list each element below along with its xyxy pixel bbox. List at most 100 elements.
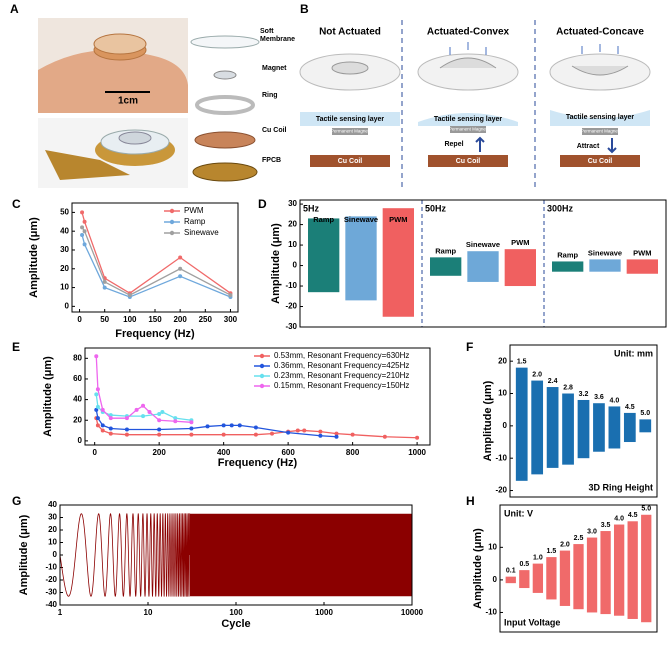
data-point [189, 426, 194, 431]
data-point [108, 426, 113, 431]
sensing-layer [418, 113, 518, 126]
x-tick-label: 0 [77, 315, 82, 324]
bar-label: 3.2 [579, 391, 589, 398]
y-axis-label: Amplitude (μm) [482, 380, 494, 461]
data-point [108, 416, 113, 421]
legend-label: 0.15mm, Resonant Frequency=150Hz [274, 381, 409, 390]
ring [417, 53, 519, 91]
annotation: 3D Ring Height [589, 482, 654, 492]
bar-label: 0.1 [506, 567, 516, 574]
data-point [108, 431, 113, 436]
data-point [350, 432, 355, 437]
legend-marker [259, 373, 265, 379]
waveform-band [467, 251, 499, 282]
magnet-label: Permanent Magnet [331, 129, 370, 134]
x-tick-label: 800 [346, 448, 360, 457]
series-label: PWM [389, 215, 407, 224]
x-axis-label: Frequency (Hz) [115, 328, 195, 340]
y-axis-label: Amplitude (μm) [270, 223, 282, 304]
column-title: Actuated-Convex [427, 27, 510, 38]
range-bar [600, 531, 611, 615]
magnet-block [450, 126, 486, 133]
data-point [141, 403, 146, 408]
coil-block [310, 155, 390, 167]
legend-marker [259, 383, 265, 389]
layer-label: Tactile sensing layer [316, 116, 385, 123]
range-bar [623, 412, 636, 443]
y-tick-label: -10 [45, 563, 57, 572]
data-point [100, 423, 105, 428]
bar-label: 5.0 [641, 506, 651, 513]
magnet-block [582, 128, 618, 135]
y-tick-label: -10 [495, 453, 507, 462]
y-tick-label: 0 [503, 421, 508, 430]
y-tick-label: 30 [288, 199, 297, 208]
plot-frame [509, 344, 658, 498]
data-point [334, 431, 339, 436]
legend-marker [169, 219, 175, 225]
series-label: PWM [511, 238, 529, 247]
waveform-band [552, 261, 584, 272]
data-point [253, 425, 258, 430]
x-axis-label: Frequency (Hz) [218, 457, 298, 469]
fpcb [192, 162, 258, 182]
coil-label: Cu Coil [456, 158, 481, 165]
data-point [178, 274, 183, 279]
data-point [102, 279, 107, 284]
data-point [160, 409, 165, 414]
force-label: Repel [444, 141, 463, 148]
y-tick-label: 20 [73, 415, 82, 424]
y-tick-label: 20 [60, 264, 69, 273]
layer-label: Tactile sensing layer [434, 116, 503, 123]
group-label: 300Hz [547, 203, 574, 213]
data-point [94, 392, 99, 397]
magnet-label: Permanent Magnet [581, 129, 620, 134]
y-tick-label: 0 [293, 261, 298, 270]
data-point [302, 428, 307, 433]
data-point [270, 431, 275, 436]
series-label: Sinewave [466, 240, 500, 249]
y-axis-label: Amplitude (μm) [42, 356, 54, 437]
data-point [141, 414, 146, 419]
data-point [382, 434, 387, 439]
data-point [221, 432, 226, 437]
plot-frame [84, 347, 431, 446]
panel-label: B [300, 2, 309, 16]
x-tick-label: 1 [58, 608, 63, 617]
data-point [205, 424, 210, 429]
data-point [295, 428, 300, 433]
series-label: Sinewave [588, 248, 622, 257]
y-axis-label: Amplitude (μm) [28, 217, 40, 298]
panel-label: D [258, 197, 267, 211]
bar-label: 3.6 [594, 394, 604, 401]
range-bar [641, 514, 652, 623]
legend-marker [259, 353, 265, 359]
data-point [94, 354, 99, 359]
data-point [95, 416, 100, 421]
membrane-dip [571, 65, 629, 76]
y-tick-label: 20 [48, 525, 57, 534]
bar-label: 3.0 [587, 528, 597, 535]
force-label: Attract [577, 143, 600, 150]
data-point [100, 407, 105, 412]
data-point [237, 423, 242, 428]
y-tick-label: 40 [60, 226, 69, 235]
data-point [134, 407, 139, 412]
series-label: Ramp [557, 250, 578, 259]
annotation: Unit: mm [614, 348, 653, 358]
y-tick-label: 30 [48, 513, 57, 522]
data-point [108, 413, 113, 418]
y-tick-label: -40 [45, 600, 57, 609]
y-tick-label: 20 [498, 356, 507, 365]
y-tick-label: 10 [60, 283, 69, 292]
legend-label: 0.36mm, Resonant Frequency=425Hz [274, 361, 409, 370]
y-tick-label: 10 [488, 542, 497, 551]
panel-label: H [466, 494, 475, 508]
annotation: Input Voltage [504, 617, 560, 627]
plot-frame [299, 199, 667, 328]
data-point [178, 255, 183, 260]
y-tick-label: -30 [285, 322, 297, 331]
part-label: Ring [262, 92, 278, 99]
part-label: Cu Coil [262, 127, 287, 134]
